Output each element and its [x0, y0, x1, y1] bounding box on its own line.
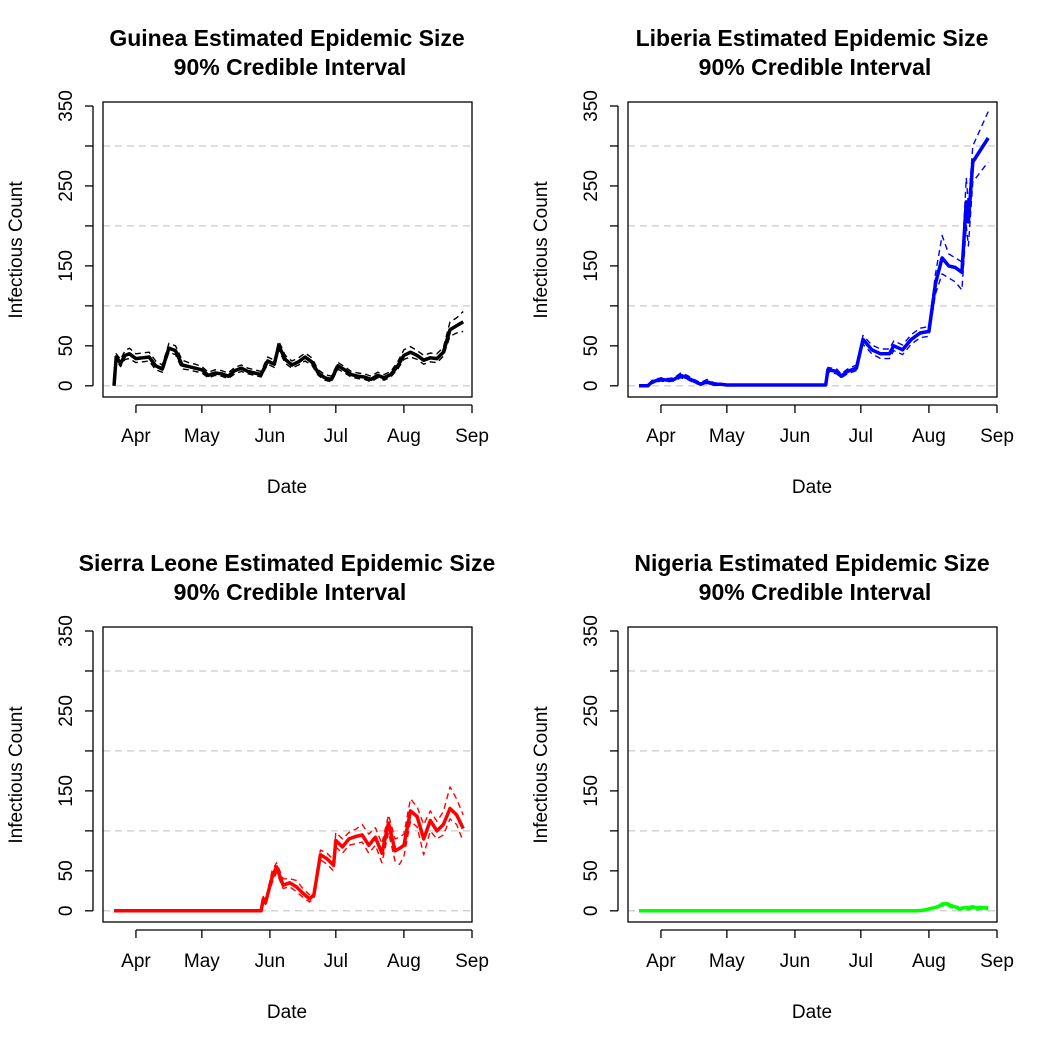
x-axis-label: Date [267, 477, 307, 498]
chart-title: Guinea Estimated Epidemic Size [109, 25, 464, 51]
series-line-upper-bound [639, 111, 989, 386]
chart-panel-sierra-leone: Sierra Leone Estimated Epidemic Size 90%… [6, 550, 495, 1023]
y-tick-label: 150 [56, 775, 77, 807]
series-line-estimate [639, 137, 990, 388]
x-tick-label: Jun [780, 426, 811, 447]
x-tick-label: May [709, 426, 745, 447]
series-line-estimate [112, 320, 465, 386]
x-tick-label: Jun [780, 951, 811, 972]
y-tick-label: 0 [56, 906, 77, 917]
x-tick-label: Sep [455, 426, 489, 447]
x-tick-label: May [184, 426, 220, 447]
y-tick-label: 250 [581, 170, 602, 202]
chart-panel-guinea: Guinea Estimated Epidemic Size 90% Credi… [6, 25, 489, 498]
y-tick-label: 250 [56, 695, 77, 727]
y-tick-label: 350 [581, 90, 602, 122]
y-tick-label: 250 [581, 695, 602, 727]
y-axis-label: Infectious Count [6, 181, 27, 319]
series-line-upper-bound [114, 786, 464, 911]
y-tick-label: 350 [56, 90, 77, 122]
plot-frame [102, 626, 473, 923]
chart-title: Liberia Estimated Epidemic Size [636, 25, 989, 51]
y-tick-label: 150 [56, 250, 77, 282]
series-line-lower-bound [114, 818, 464, 912]
plot-frame [627, 101, 998, 398]
chart-panel-nigeria: Nigeria Estimated Epidemic Size 90% Cred… [531, 550, 1014, 1023]
plot-frame [627, 626, 998, 923]
x-tick-label: Jul [849, 426, 873, 447]
x-tick-label: Jun [255, 426, 286, 447]
x-tick-label: Aug [387, 951, 421, 972]
series-line-upper-bound [113, 310, 464, 385]
y-tick-label: 50 [56, 860, 77, 881]
y-tick-label: 50 [56, 335, 77, 356]
y-tick-label: 250 [56, 170, 77, 202]
y-tick-label: 350 [56, 615, 77, 647]
chart-subtitle: 90% Credible Interval [699, 579, 932, 605]
chart-title: Nigeria Estimated Epidemic Size [634, 550, 989, 576]
series-line-estimate [114, 806, 465, 913]
x-tick-label: Aug [912, 951, 946, 972]
chart-subtitle: 90% Credible Interval [699, 54, 932, 80]
y-tick-label: 350 [581, 615, 602, 647]
x-tick-label: Aug [387, 426, 421, 447]
x-tick-label: Aug [912, 426, 946, 447]
series-line-estimate [639, 901, 989, 913]
chart-panel-liberia: Liberia Estimated Epidemic Size 90% Cred… [531, 25, 1014, 498]
y-tick-label: 150 [581, 250, 602, 282]
y-tick-label: 150 [581, 775, 602, 807]
chart-subtitle: 90% Credible Interval [174, 579, 407, 605]
x-tick-label: Jun [255, 951, 286, 972]
x-tick-label: May [184, 951, 220, 972]
x-tick-label: Sep [455, 951, 489, 972]
x-tick-label: Apr [121, 426, 151, 447]
plot-frame [102, 101, 473, 398]
x-tick-label: Apr [121, 951, 151, 972]
x-axis-label: Date [792, 477, 832, 498]
y-tick-label: 50 [581, 860, 602, 881]
x-tick-label: Sep [980, 426, 1014, 447]
y-tick-label: 50 [581, 335, 602, 356]
x-axis-label: Date [792, 1002, 832, 1023]
x-tick-label: Sep [980, 951, 1014, 972]
x-tick-label: May [709, 951, 745, 972]
y-axis-label: Infectious Count [531, 181, 552, 319]
y-tick-label: 0 [581, 906, 602, 917]
y-tick-label: 0 [56, 381, 77, 392]
x-tick-label: Jul [849, 951, 873, 972]
chart-subtitle: 90% Credible Interval [174, 54, 407, 80]
x-axis-label: Date [267, 1002, 307, 1023]
x-tick-label: Jul [324, 951, 348, 972]
x-tick-label: Jul [324, 426, 348, 447]
x-tick-label: Apr [646, 426, 676, 447]
x-tick-label: Apr [646, 951, 676, 972]
y-axis-label: Infectious Count [6, 706, 27, 844]
y-axis-label: Infectious Count [531, 706, 552, 844]
y-tick-label: 0 [581, 381, 602, 392]
chart-title: Sierra Leone Estimated Epidemic Size [79, 550, 496, 576]
